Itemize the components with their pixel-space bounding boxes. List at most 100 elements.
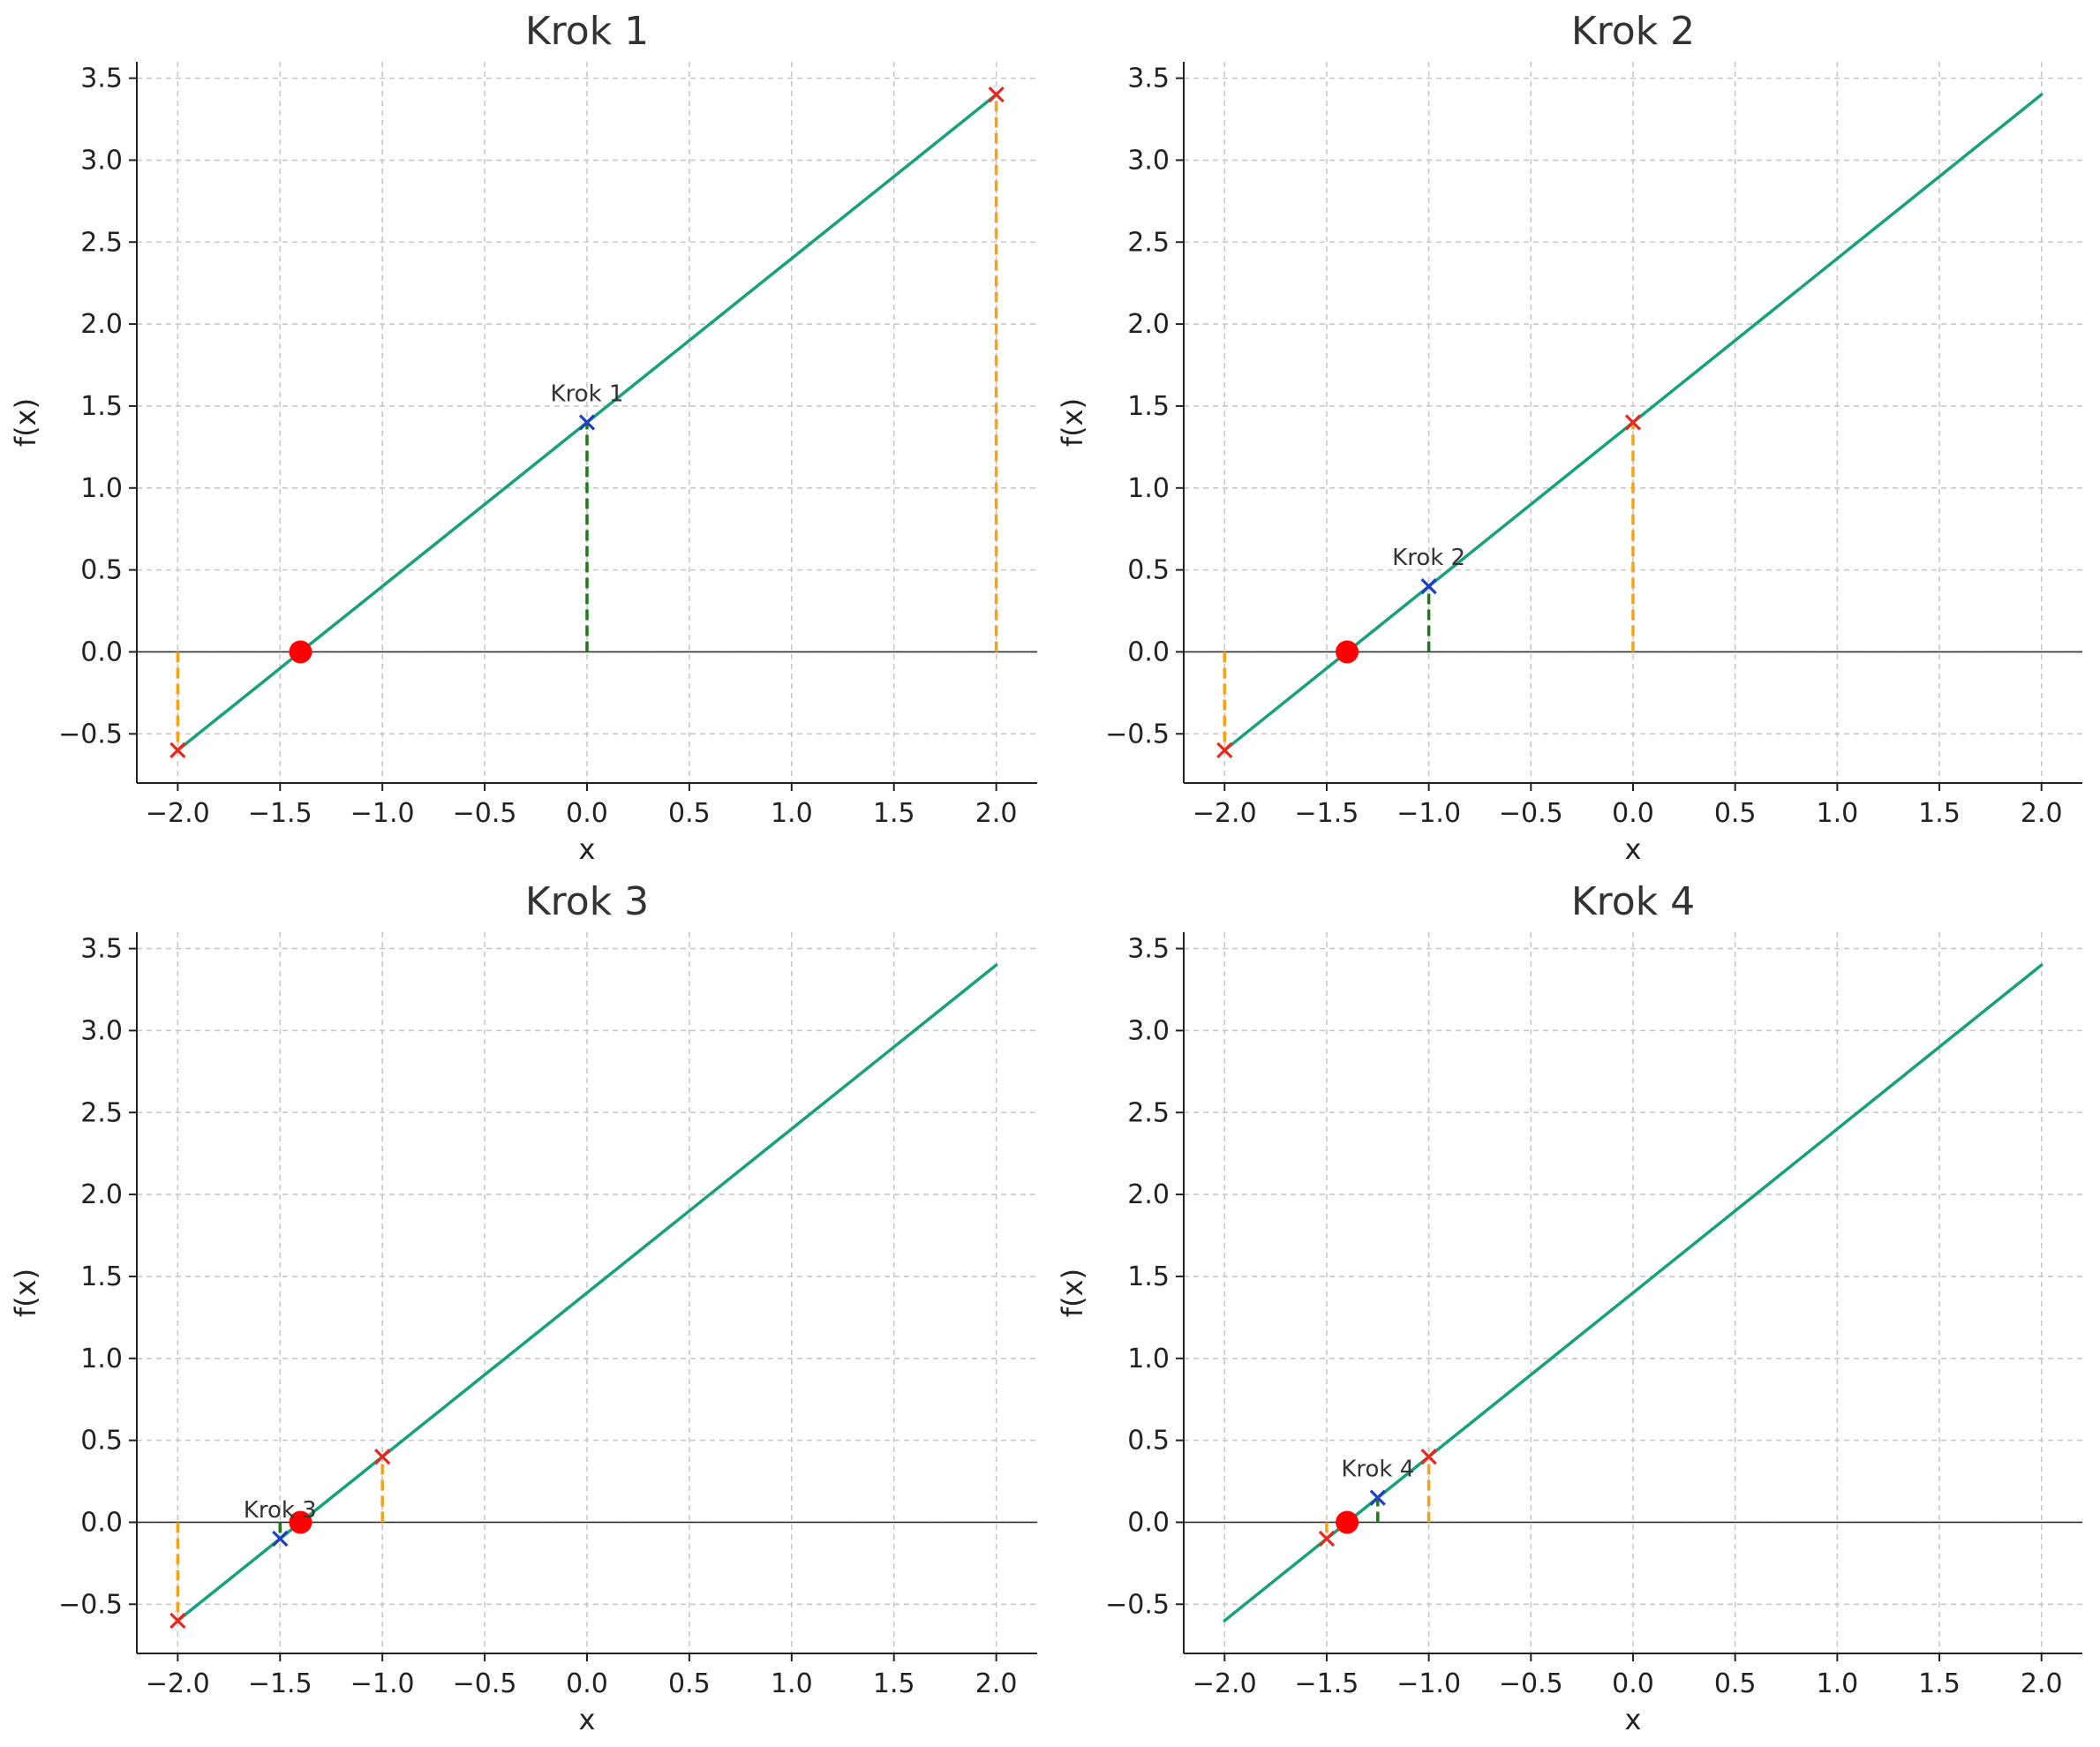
endpoint-marker <box>1216 742 1233 758</box>
endpoint-marker-stroke <box>1216 742 1233 758</box>
y-tick-label: 1.5 <box>80 391 123 422</box>
panel-title: Krok 2 <box>1571 9 1695 54</box>
x-tick-label: −1.5 <box>248 1668 312 1699</box>
x-tick-label: 0.0 <box>566 1668 608 1699</box>
y-tick-label: 1.5 <box>80 1261 123 1292</box>
x-tick-label: 2.0 <box>975 798 1018 829</box>
x-tick-label: −1.5 <box>1295 1668 1359 1699</box>
x-tick-label: −1.0 <box>350 1668 415 1699</box>
x-tick-label: 1.0 <box>1817 798 1859 829</box>
y-tick-label: 1.0 <box>80 1344 123 1374</box>
y-tick-label: 0.0 <box>80 636 123 667</box>
midpoint-marker-stroke <box>1420 578 1437 595</box>
root-marker <box>1336 640 1359 664</box>
y-tick-label: 1.0 <box>1127 1344 1170 1374</box>
y-tick-label: 0.5 <box>80 1426 123 1457</box>
x-tick-label: −0.5 <box>453 798 517 829</box>
x-tick-label: −1.0 <box>1396 798 1461 829</box>
function-line <box>176 963 998 1623</box>
midpoint-marker-stroke <box>272 1530 289 1547</box>
y-tick-label: 2.5 <box>80 1097 123 1128</box>
y-tick-label: 0.0 <box>1127 636 1170 667</box>
panel-title: Krok 1 <box>525 9 649 54</box>
x-tick-label: 2.0 <box>2021 798 2063 829</box>
x-axis-label: x <box>1625 1703 1642 1736</box>
midpoint-marker <box>272 1530 289 1547</box>
midpoint-marker-stroke <box>1369 1489 1386 1506</box>
x-axis-label: x <box>1625 832 1642 866</box>
root-marker <box>289 640 312 664</box>
y-tick-label: 3.5 <box>1127 64 1170 94</box>
y-axis-label: f(x) <box>1056 1269 1089 1317</box>
x-tick-label: −1.0 <box>350 798 415 829</box>
midpoint-marker <box>1420 578 1437 595</box>
x-tick-label: 1.5 <box>1918 798 1961 829</box>
endpoint-marker <box>374 1449 391 1465</box>
y-tick-label: 3.5 <box>80 934 123 965</box>
y-tick-label: 2.5 <box>1127 227 1170 258</box>
y-axis-label: f(x) <box>9 1269 42 1317</box>
x-tick-label: 1.0 <box>771 798 813 829</box>
x-tick-label: 1.5 <box>873 1668 915 1699</box>
x-tick-label: 1.0 <box>1817 1668 1859 1699</box>
x-tick-label: 0.5 <box>1714 1668 1757 1699</box>
y-tick-label: 2.0 <box>80 1179 123 1210</box>
y-tick-label: 3.0 <box>80 1015 123 1046</box>
midpoint-annotation: Krok 1 <box>551 381 624 408</box>
x-tick-label: 1.5 <box>873 798 915 829</box>
x-axis-label: x <box>579 1703 596 1736</box>
midpoint-annotation: Krok 2 <box>1392 545 1465 571</box>
x-tick-label: 2.0 <box>975 1668 1018 1699</box>
y-tick-label: 1.5 <box>1127 391 1170 422</box>
y-axis-label: f(x) <box>1056 398 1089 447</box>
endpoint-marker <box>169 1612 186 1629</box>
x-tick-label: −2.0 <box>146 1668 210 1699</box>
y-tick-label: −0.5 <box>58 719 123 749</box>
chart-panel-1: Krok 1 −2.0 −1.5 −1.0 −0.5 0.0 0.5 1.0 1.5 2.0 −0.… <box>9 9 1037 866</box>
y-tick-label: 2.5 <box>1127 1097 1170 1128</box>
y-tick-label: 3.5 <box>1127 934 1170 965</box>
y-tick-label: 0.5 <box>1127 555 1170 586</box>
x-tick-label: 0.5 <box>668 798 711 829</box>
endpoint-marker-stroke <box>169 1612 186 1629</box>
endpoint-marker-stroke <box>169 742 186 758</box>
y-tick-label: 2.0 <box>1127 1179 1170 1210</box>
x-tick-label: 2.0 <box>2021 1668 2063 1699</box>
endpoint-marker-stroke <box>1318 1530 1336 1547</box>
endpoint-marker <box>1318 1530 1336 1547</box>
chart-panel-2: Krok 2 −2.0 −1.5 −1.0 −0.5 0.0 0.5 1.0 1.5 2.0 −0.… <box>1056 9 2082 866</box>
x-axis-label: x <box>579 832 596 866</box>
endpoint-marker <box>1420 1449 1437 1465</box>
panel-title: Krok 4 <box>1571 879 1695 924</box>
endpoint-marker-stroke <box>1624 414 1642 431</box>
y-tick-label: 2.5 <box>80 227 123 258</box>
endpoint-marker <box>1624 414 1642 431</box>
x-tick-label: −0.5 <box>1499 798 1563 829</box>
y-tick-label: −0.5 <box>1105 719 1170 749</box>
x-tick-label: 1.0 <box>771 1668 813 1699</box>
y-tick-label: 3.0 <box>1127 1015 1170 1046</box>
midpoint-marker <box>578 414 596 431</box>
x-tick-label: −0.5 <box>453 1668 517 1699</box>
x-tick-label: −1.5 <box>248 798 312 829</box>
x-tick-label: 0.5 <box>1714 798 1757 829</box>
y-tick-label: 0.5 <box>80 555 123 586</box>
midpoint-marker <box>1369 1489 1386 1506</box>
y-tick-label: 1.0 <box>80 473 123 504</box>
y-tick-label: 0.0 <box>80 1507 123 1538</box>
y-axis-label: f(x) <box>9 398 42 447</box>
panel-title: Krok 3 <box>525 879 649 924</box>
endpoint-marker <box>169 742 186 758</box>
x-tick-label: −2.0 <box>1193 1668 1257 1699</box>
y-tick-label: 1.5 <box>1127 1261 1170 1292</box>
root-marker <box>289 1510 312 1534</box>
y-tick-label: 0.5 <box>1127 1426 1170 1457</box>
y-tick-label: −0.5 <box>1105 1589 1170 1620</box>
x-tick-label: 0.0 <box>1612 1668 1654 1699</box>
y-tick-label: 2.0 <box>80 309 123 340</box>
endpoint-marker <box>988 87 1005 103</box>
chart-panel-3: Krok 3 −2.0 −1.5 −1.0 −0.5 0.0 0.5 1.0 1.5 2.0 −0.… <box>9 879 1037 1736</box>
y-tick-label: 3.5 <box>80 64 123 94</box>
y-tick-label: −0.5 <box>58 1589 123 1620</box>
